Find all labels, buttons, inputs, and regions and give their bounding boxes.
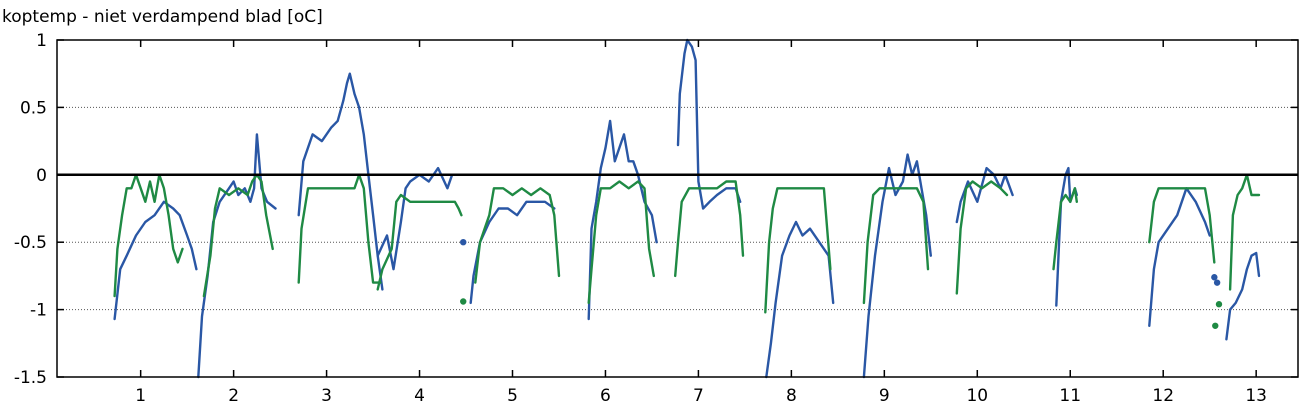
series-1-segment-7 [764,187,832,314]
series-1-segment-1 [202,173,274,298]
plot-frame [56,39,1299,378]
series-0-point-2 [1213,279,1221,286]
series-0-point-1 [1211,274,1218,281]
series-1-point-0 [460,298,467,305]
series-1-segment-3 [376,193,463,291]
series-1-segment-6 [674,180,745,278]
series-1-segment-10 [1052,187,1079,271]
x-tick-label-0: 1 [135,386,146,406]
x-tick-label-4: 5 [507,386,518,406]
series-1-segment-8 [862,187,930,305]
y-tick-label-0: 1 [36,31,47,51]
series-0-segment-7 [765,220,835,379]
x-tick-label-1: 2 [228,386,239,406]
series-0-segment-4 [469,200,556,305]
x-tick-label-8: 9 [879,386,890,406]
series-1-segment-11 [1148,187,1216,264]
plot-series [113,38,1261,379]
series-0-segment-8 [862,153,932,379]
series-0-segment-6 [676,38,742,210]
series-1-segment-5 [587,180,655,305]
x-tick-label-3: 4 [414,386,425,406]
series-1-point-2 [1215,301,1223,308]
series-1-segment-0 [113,173,184,298]
series-1-segment-12 [1228,173,1261,291]
series-1-segment-4 [474,187,561,284]
series-0-segment-5 [587,119,658,321]
series-1-segment-2 [297,173,382,284]
series-0-segment-12 [1225,251,1261,341]
series-0-point-0 [460,239,467,246]
y-tick-label-3: -0.5 [14,233,47,253]
series-0-segment-11 [1148,187,1211,327]
series-0-segment-2 [297,72,384,291]
x-tick-label-6: 7 [693,386,704,406]
x-tick-label-2: 3 [321,386,332,406]
series-1-segment-9 [955,180,1009,295]
series-0-segment-9 [955,166,1014,224]
axes: 10.50-0.5-1-1.51 2 3 4 5 6 7 8 9 10 11 12 13 [14,31,1299,406]
x-tick-label-10: 11 [1059,386,1081,406]
x-tick-label-12: 13 [1245,386,1267,406]
chart-title: koptemp - niet verdampend blad [oC] [2,7,323,27]
y-tick-label-5: -1.5 [14,368,47,388]
x-tick-label-11: 12 [1152,386,1174,406]
y-tick-label-2: 0 [36,166,47,186]
x-tick-label-9: 10 [966,386,988,406]
series-0-segment-0 [113,200,198,321]
x-tick-label-5: 6 [600,386,611,406]
y-tick-label-4: -1 [30,301,47,321]
series-1-point-1 [1212,322,1219,329]
y-tick-label-1: 0.5 [20,98,47,118]
x-tick-label-7: 8 [786,386,797,406]
